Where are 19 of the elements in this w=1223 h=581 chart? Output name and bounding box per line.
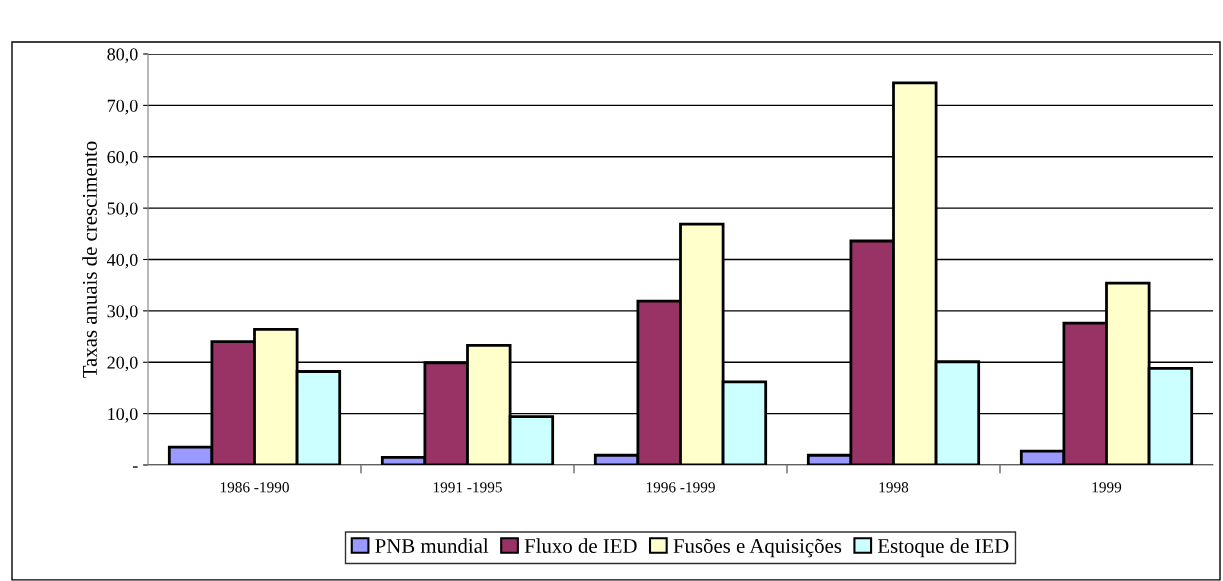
x-tick-label: 1991 -1995 bbox=[433, 482, 502, 493]
y-tick-label: 10,0 bbox=[108, 407, 138, 423]
y-tick-label: 40,0 bbox=[107, 253, 138, 269]
legend-label: Fusões e Aquisições bbox=[673, 538, 842, 558]
y-tick-label: 80,0 bbox=[107, 48, 138, 64]
y-tick-label: - bbox=[132, 466, 138, 468]
x-tick-label: 1998 bbox=[879, 482, 909, 493]
y-tick-label: 70,0 bbox=[107, 99, 138, 115]
y-tick-label: 20,0 bbox=[107, 356, 138, 372]
y-axis-title: Taxas anuais de crescimento bbox=[82, 141, 97, 378]
y-tick-label: 50,0 bbox=[107, 202, 138, 218]
legend-label: Estoque de IED bbox=[877, 538, 1009, 558]
legend-label: Fluxo de IED bbox=[524, 538, 637, 554]
x-tick-label: 1986 -1990 bbox=[220, 482, 289, 493]
x-tick-label: 1999 bbox=[1092, 482, 1122, 493]
legend-label: PNB mundial bbox=[375, 538, 489, 554]
x-tick-label: 1996 -1999 bbox=[646, 482, 715, 493]
y-tick-label: 60,0 bbox=[107, 151, 138, 166]
y-tick-label: 30,0 bbox=[107, 305, 138, 320]
